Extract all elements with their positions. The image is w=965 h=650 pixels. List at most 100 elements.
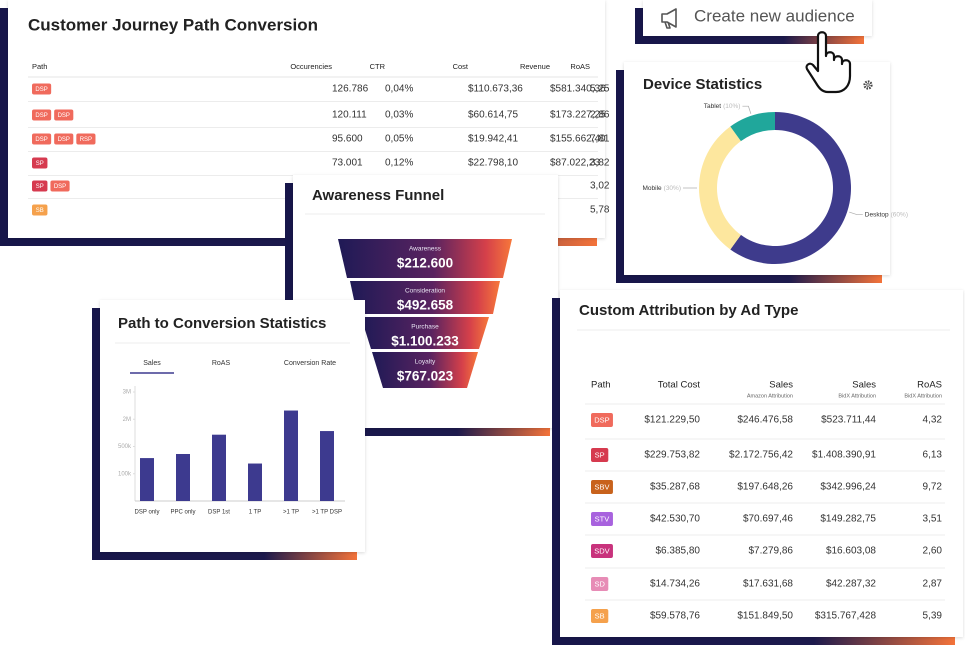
cell: $246.476,58	[737, 415, 793, 426]
cell: 2,86	[590, 110, 610, 121]
cell: 5,39	[923, 611, 943, 622]
cell: $87.022,23	[550, 158, 600, 169]
badge-label: SP	[36, 184, 44, 190]
cell: 2,60	[923, 546, 943, 557]
cell: $1.408.390,91	[812, 450, 876, 461]
column-header: Sales	[852, 380, 876, 391]
cell: $59.578,76	[650, 611, 700, 622]
bar	[248, 463, 262, 501]
tab[interactable]: Sales	[143, 360, 161, 367]
x-tick-label: >1 TP DSP	[312, 510, 342, 516]
cell: 3,82	[590, 158, 610, 169]
cell: $6.385,80	[656, 546, 701, 557]
stage-value: $492.658	[397, 298, 454, 313]
cell: $151.849,50	[737, 611, 793, 622]
slice-name: Desktop	[865, 211, 889, 218]
funnel-stage	[350, 281, 500, 314]
column-header: Occurencies	[290, 62, 332, 71]
stage-label: Awareness	[409, 246, 442, 253]
slice-label: Tablet (10%)	[704, 103, 741, 110]
path-badge	[32, 109, 52, 121]
cell: 5,78	[590, 205, 610, 216]
bar	[176, 453, 190, 501]
badge-label: DSP	[58, 113, 70, 119]
slice-label: Mobile (30%)	[643, 185, 682, 192]
column-subheader: BidX Attribution	[838, 393, 876, 399]
badge-label: DSP	[35, 87, 47, 93]
column-header: Revenue	[520, 62, 550, 71]
tab[interactable]: RoAS	[212, 360, 231, 367]
cell: $523.711,44	[821, 415, 876, 426]
card	[624, 62, 890, 275]
path-badge	[591, 577, 609, 591]
cell: 5,25	[590, 84, 610, 95]
funnel-stage	[338, 239, 512, 278]
tab[interactable]: Conversion Rate	[284, 360, 336, 367]
cell: 73.001	[332, 158, 363, 169]
column-header: RoAS	[917, 380, 942, 391]
badge-label: DSP	[58, 137, 70, 143]
x-tick-label: DSP 1st	[208, 510, 230, 516]
cell: $155.662,40	[550, 134, 606, 145]
path-badge	[591, 413, 613, 427]
stage-label: Consideration	[405, 288, 445, 295]
cell: $110.673,36	[468, 84, 523, 95]
cell: $315.767,428	[815, 611, 877, 622]
path-badge	[76, 133, 96, 145]
path-badge	[591, 609, 609, 623]
cell: 95.600	[332, 134, 363, 145]
badge-label: SP	[595, 450, 605, 459]
path-badge	[591, 544, 613, 558]
slice-value: (60%)	[891, 211, 908, 218]
cell: 6,13	[923, 450, 943, 461]
path-badge	[32, 204, 48, 216]
cell: $197.648,26	[737, 482, 793, 493]
badge-label: RSP	[80, 137, 92, 143]
column-subheader: BidX Attribution	[904, 393, 942, 399]
x-tick-label: 1 TP	[249, 510, 262, 516]
bar	[320, 431, 334, 501]
x-tick-label: DSP only	[135, 510, 160, 516]
stage-label: Purchase	[411, 324, 439, 331]
cell: $581.340,36	[550, 84, 606, 95]
column-header: CTR	[370, 62, 386, 71]
column-header: Path	[32, 62, 47, 71]
path-badge	[54, 109, 74, 121]
card	[100, 300, 365, 552]
bar	[212, 434, 226, 501]
badge-label: SP	[36, 161, 44, 167]
cell: $22.798,10	[468, 158, 518, 169]
megaphone-icon	[661, 8, 677, 29]
y-tick-label: 2M	[123, 417, 131, 423]
cell: 3,51	[923, 514, 943, 525]
hand-cursor	[805, 31, 852, 94]
card-title: Customer Journey Path Conversion	[28, 15, 318, 34]
cell: $14.734,26	[650, 579, 700, 590]
column-header: Cost	[453, 62, 469, 71]
donut-slice	[698, 126, 741, 250]
leader-line	[849, 211, 863, 215]
y-tick-label: 3M	[123, 390, 131, 396]
gear-icon	[863, 80, 873, 90]
slice-label: Desktop (60%)	[865, 211, 908, 218]
funnel-stage	[372, 352, 478, 388]
y-tick-label: 100k	[118, 471, 132, 477]
slice-value: (30%)	[664, 185, 681, 192]
path-badge	[591, 512, 613, 526]
path-badge	[591, 448, 609, 462]
card[interactable]	[643, 0, 872, 36]
card-title: Path to Conversion Statistics	[118, 315, 326, 332]
slice-name: Mobile	[643, 185, 663, 192]
card	[560, 290, 963, 637]
cell: $17.631,68	[743, 579, 793, 590]
cell: 9,72	[923, 482, 943, 493]
cell: $42.530,70	[650, 514, 700, 525]
cell: 0,03%	[385, 110, 413, 121]
cell: $2.172.756,42	[729, 450, 793, 461]
stage-value: $212.600	[397, 256, 453, 271]
path-badge	[50, 180, 70, 192]
leader-line	[742, 105, 752, 114]
cell: 120.111	[332, 110, 367, 121]
cell: 7,81	[590, 134, 610, 145]
slice-value: (10%)	[723, 103, 740, 110]
